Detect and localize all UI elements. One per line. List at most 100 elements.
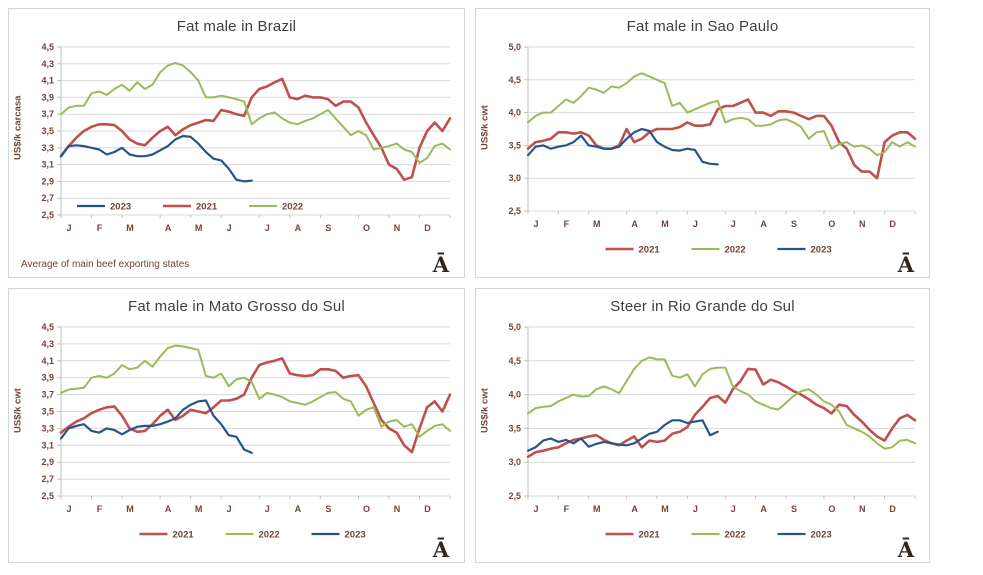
y-tick-label: 5,0 [508, 42, 521, 52]
month-label: A [295, 223, 302, 233]
chart-title: Fat male in Sao Paulo [626, 18, 779, 35]
series-line-2022 [527, 356, 916, 450]
y-tick-label: 3,0 [508, 457, 521, 467]
y-tick-label: 3,9 [41, 373, 54, 383]
line-chart-brazil: 2,5 2,7 2,9 3,1 3,3 3,5 3,7 3,9 4,1 4,3 4,5 J F M A M J J… [41, 42, 452, 233]
month-label: S [791, 504, 797, 514]
y-tick-label: 2,5 [508, 491, 521, 501]
series-line-2023 [59, 399, 253, 454]
month-label: N [859, 504, 866, 514]
month-label: A [631, 219, 638, 229]
series-line-2022 [527, 72, 916, 157]
y-tick-label: 5,0 [508, 322, 521, 332]
month-label: M [195, 504, 203, 514]
legend-label-2021: 2021 [196, 202, 218, 213]
legend-label-2021: 2021 [173, 530, 195, 541]
month-label: J [227, 504, 232, 514]
month-label: M [195, 223, 203, 233]
month-label: F [97, 223, 103, 233]
month-label: J [66, 223, 71, 233]
month-label: A [165, 504, 172, 514]
y-tick-label: 3,5 [41, 126, 54, 136]
y-tick-label: 3,3 [41, 143, 54, 153]
month-label: S [791, 219, 797, 229]
y-tick-label: 4,5 [508, 356, 521, 366]
month-label: M [126, 504, 134, 514]
line-chart-rio-grande-do-sul: 2,5 3,0 3,5 4,0 4,5 5,0 J F M A M J J A S O N D 2021 2022 20… [508, 322, 917, 541]
month-label: J [265, 223, 270, 233]
month-label: D [424, 504, 431, 514]
y-tick-label: 3,9 [41, 92, 54, 102]
chart-panel-brazil: Fat male in Brazil US$/k carcasa 2,5 2,7 2… [8, 8, 465, 278]
chart-footnote: Average of main beef exporting states [21, 259, 190, 270]
month-label: D [424, 223, 431, 233]
month-label: O [363, 504, 370, 514]
month-label: A [631, 504, 638, 514]
legend-label-2022: 2022 [725, 245, 746, 256]
month-label: M [126, 223, 134, 233]
month-label: M [593, 219, 601, 229]
legend-label-2023: 2023 [345, 530, 366, 541]
month-label: F [564, 219, 570, 229]
month-label: J [693, 504, 698, 514]
y-tick-label: 2,5 [41, 491, 54, 501]
chart-panel-sao-paulo: Fat male in Sao Paulo US$/k cwt 2,5 3,0 3,… [475, 8, 930, 278]
legend-label-2023: 2023 [811, 530, 832, 541]
y-tick-label: 2,9 [41, 176, 54, 186]
legend-label-2023: 2023 [110, 202, 131, 213]
brand-mark: Ā [897, 252, 914, 277]
month-label: J [533, 504, 538, 514]
y-tick-label: 4,3 [41, 339, 54, 349]
month-label: M [593, 504, 601, 514]
month-label: J [66, 504, 71, 514]
month-label: J [731, 219, 736, 229]
month-label: F [97, 504, 103, 514]
series-line-2023 [526, 127, 719, 166]
y-tick-label: 4,0 [508, 390, 521, 400]
series-line-2022 [60, 344, 451, 438]
chart-title: Steer in Rio Grande do Sul [610, 298, 795, 315]
month-label: S [325, 223, 331, 233]
y-tick-label: 3,7 [41, 109, 54, 119]
y-tick-label: 3,3 [41, 423, 54, 433]
month-label: J [533, 219, 538, 229]
brand-mark: Ā [897, 537, 914, 562]
series-line-2023 [526, 419, 719, 452]
month-label: D [889, 219, 896, 229]
legend-label-2021: 2021 [639, 530, 661, 541]
chart-title: Fat male in Brazil [176, 18, 297, 35]
month-label: J [227, 223, 232, 233]
series-line-2022 [60, 62, 451, 164]
brand-mark: Ā [432, 252, 449, 277]
month-label: A [295, 504, 302, 514]
y-tick-label: 3,1 [41, 160, 54, 170]
month-label: J [693, 219, 698, 229]
series-line-2021 [526, 98, 917, 180]
chart-panel-mato-grosso-do-sul: Fat male in Mato Grosso do Sul US$/k cwt… [8, 288, 465, 563]
y-tick-label: 3,5 [41, 407, 54, 417]
month-label: J [731, 504, 736, 514]
month-label: N [394, 223, 401, 233]
line-chart-mato-grosso-do-sul: 2,5 2,7 2,9 3,1 3,3 3,5 3,7 3,9 4,1 4,3 4,5 J F M A M J J… [41, 322, 452, 541]
y-tick-label: 2,7 [41, 193, 54, 203]
y-tick-label: 4,5 [41, 322, 54, 332]
month-label: J [265, 504, 270, 514]
month-label: A [760, 504, 767, 514]
month-label: A [165, 223, 172, 233]
y-tick-label: 2,5 [508, 206, 521, 216]
legend-label-2022: 2022 [259, 530, 280, 541]
chart-title: Fat male in Mato Grosso do Sul [128, 298, 345, 315]
series-line-2023 [59, 134, 253, 183]
legend-label-2021: 2021 [639, 245, 661, 256]
y-tick-label: 3,7 [41, 390, 54, 400]
y-tick-label: 3,1 [41, 440, 54, 450]
y-tick-label: 4,3 [41, 59, 54, 69]
y-tick-label: 3,0 [508, 173, 521, 183]
month-label: M [661, 219, 669, 229]
month-label: O [363, 223, 370, 233]
legend-label-2022: 2022 [725, 530, 746, 541]
legend-label-2022: 2022 [282, 202, 303, 213]
y-tick-label: 2,9 [41, 457, 54, 467]
month-label: O [828, 219, 835, 229]
